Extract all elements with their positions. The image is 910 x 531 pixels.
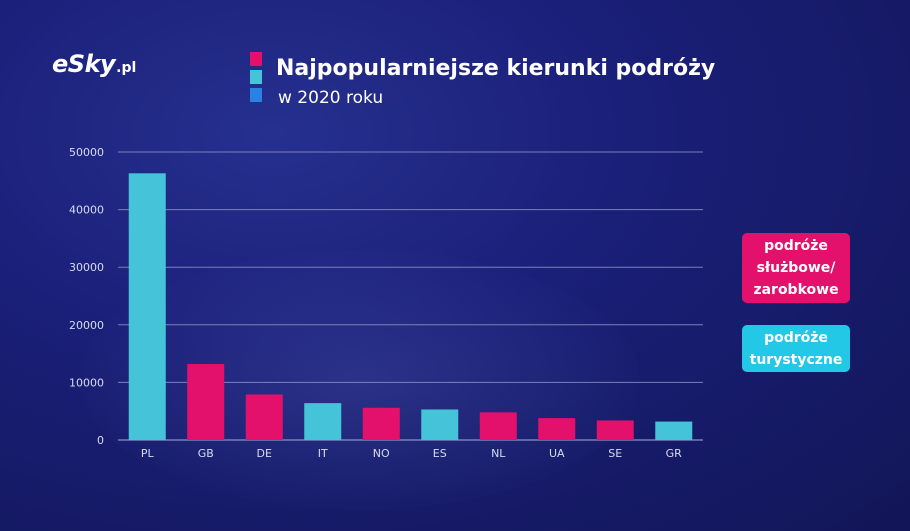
bar-no [362,407,400,440]
y-tick-label: 30000 [69,261,104,274]
x-tick-label: UA [549,447,565,460]
bar-gb [187,363,225,440]
legend-business-label: podróże służbowe/ zarobkowe [753,238,839,298]
chart-subtitle: w 2020 roku [278,88,384,108]
x-tick-label: NL [491,447,506,460]
y-tick-label: 40000 [69,204,104,217]
y-tick-label: 0 [97,434,104,447]
x-tick-label: GR [666,447,683,460]
bar-se [596,420,634,440]
x-tick-label: SE [608,447,622,460]
bar-es [421,409,459,440]
bar-gr [655,421,693,440]
marker-tourist [250,70,262,84]
background-photo-haze [80,250,640,510]
marker-blue [250,88,262,102]
bar-it [304,403,342,440]
x-tick-label: GB [198,447,214,460]
x-tick-label: IT [318,447,328,460]
x-tick-label: PL [141,447,155,460]
y-tick-label: 20000 [69,319,104,332]
chart-title: Najpopularniejsze kierunki podróży [276,56,716,81]
bar-ua [538,418,576,440]
y-tick-label: 50000 [69,146,104,159]
esky-logo: eSky .pl [52,50,136,78]
marker-business [250,52,262,66]
title-color-markers [250,52,262,106]
legend-tourist-travel: podróże turystyczne [742,325,850,372]
bar-pl [128,173,166,440]
bar-de [245,394,283,440]
x-tick-label: ES [433,447,447,460]
x-tick-label: DE [257,447,272,460]
legend-tourist-label: podróże turystyczne [749,329,843,368]
bar-nl [479,412,517,440]
y-tick-label: 10000 [69,376,104,389]
logo-text: eSky [52,50,116,78]
legend-business-travel: podróże służbowe/ zarobkowe [742,233,850,303]
logo-domain: .pl [116,60,137,76]
x-tick-label: NO [373,447,390,460]
